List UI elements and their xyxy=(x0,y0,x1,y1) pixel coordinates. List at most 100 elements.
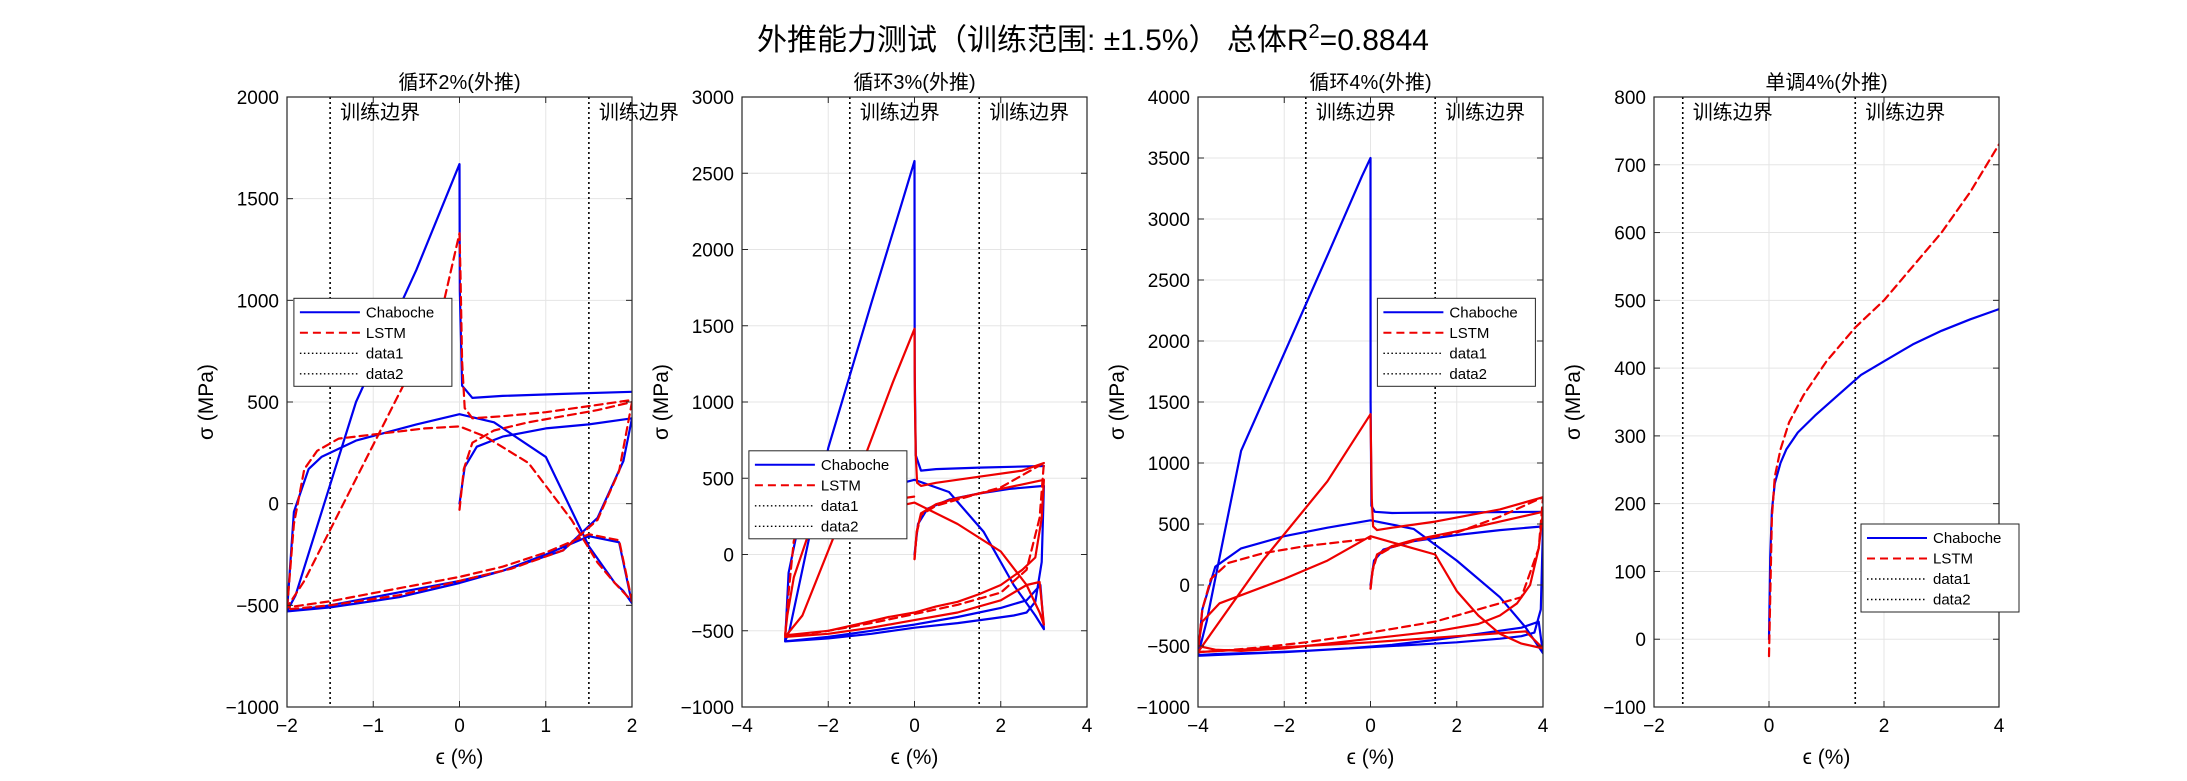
y-tick-label: 0 xyxy=(268,495,279,516)
legend: Chaboche LSTM data1 data2 xyxy=(1376,297,1536,387)
legend-entry-data1: data1 xyxy=(821,498,859,515)
y-tick-label: 2000 xyxy=(692,241,734,262)
y-tick-label: 300 xyxy=(1614,427,1646,448)
x-axis-label: ϵ (%) xyxy=(891,746,939,769)
y-tick-label: −500 xyxy=(236,596,279,617)
y-tick-label: 400 xyxy=(1614,359,1646,380)
y-tick-label: −100 xyxy=(1603,698,1646,719)
y-axis-label: σ (MPa) xyxy=(195,364,218,440)
y-tick-label: 500 xyxy=(1158,515,1190,536)
legend-entry-chaboche: Chaboche xyxy=(1933,530,2001,547)
y-tick-label: 1500 xyxy=(692,317,734,338)
training-boundary-label: 训练边界 xyxy=(599,101,679,124)
series-line-chaboche xyxy=(1198,156,1543,657)
subplot-title: 单调4%(外推) xyxy=(1765,71,1887,94)
x-tick-label: −4 xyxy=(1187,716,1209,737)
y-tick-label: 0 xyxy=(1179,576,1190,597)
training-boundary-label: 训练边界 xyxy=(1693,101,1773,124)
axes-frame xyxy=(1653,96,2000,708)
y-tick-label: −1000 xyxy=(226,698,279,719)
y-tick-label: 1000 xyxy=(237,291,279,312)
legend-entry-chaboche: Chaboche xyxy=(366,304,434,321)
subplot-title: 循环3%(外推) xyxy=(853,71,975,94)
y-tick-label: 1500 xyxy=(237,190,279,211)
y-tick-label: 3000 xyxy=(692,88,734,109)
y-tick-label: −1000 xyxy=(1137,698,1190,719)
x-tick-label: −2 xyxy=(817,716,839,737)
series-line-chaboche xyxy=(1767,308,1999,641)
x-axis-label: ϵ (%) xyxy=(1803,746,1851,769)
series-group xyxy=(1767,143,1999,658)
legend-entry-data1: data1 xyxy=(1933,571,1971,588)
x-tick-label: 4 xyxy=(1538,716,1549,737)
y-axis-label: σ (MPa) xyxy=(1562,364,1585,440)
y-tick-label: 1000 xyxy=(692,393,734,414)
legend-entry-data2: data2 xyxy=(821,518,859,535)
x-tick-label: 4 xyxy=(1082,716,1093,737)
subplot-4: 训练边界 训练边界 −2 0 2 4 −100 0 100 200 300 400 500 600 700 8… xyxy=(1562,71,2020,769)
y-axis-label: σ (MPa) xyxy=(650,364,673,440)
legend-entry-data2: data2 xyxy=(366,366,404,383)
x-tick-label: 2 xyxy=(1879,716,1890,737)
x-tick-label: −1 xyxy=(362,716,384,737)
legend-entry-lstm: LSTM xyxy=(366,325,406,342)
x-tick-label: −2 xyxy=(276,716,298,737)
series-group xyxy=(1198,156,1543,657)
legend-entry-chaboche: Chaboche xyxy=(1449,304,1517,321)
x-tick-label: 4 xyxy=(1994,716,2005,737)
legend-entry-data2: data2 xyxy=(1449,366,1487,383)
x-tick-label: 0 xyxy=(1764,716,1775,737)
legend-entry-data1: data1 xyxy=(1449,345,1487,362)
y-tick-label: 500 xyxy=(702,469,734,490)
series-line-lstm xyxy=(287,232,632,611)
axes-background xyxy=(1654,97,1999,707)
y-tick-label: 500 xyxy=(247,393,279,414)
x-tick-label: 1 xyxy=(540,716,551,737)
y-tick-label: −1000 xyxy=(681,698,734,719)
x-tick-label: 0 xyxy=(454,716,465,737)
legend: Chaboche LSTM data1 data2 xyxy=(748,450,908,540)
y-tick-label: 2500 xyxy=(1148,271,1190,292)
y-tick-label: 700 xyxy=(1614,156,1646,177)
series-line-chaboche xyxy=(783,159,1046,643)
y-tick-label: 3500 xyxy=(1148,149,1190,170)
x-tick-label: 2 xyxy=(1451,716,1462,737)
x-tick-label: −2 xyxy=(1643,716,1665,737)
subplot-title: 循环4%(外推) xyxy=(1309,71,1431,94)
y-tick-label: 200 xyxy=(1614,495,1646,516)
y-tick-label: 3000 xyxy=(1148,210,1190,231)
legend: Chaboche LSTM data1 data2 xyxy=(293,297,453,387)
legend: Chaboche LSTM data1 data2 xyxy=(1860,523,2020,613)
y-tick-label: 2000 xyxy=(237,88,279,109)
training-boundary-label: 训练边界 xyxy=(340,101,420,124)
y-tick-label: 800 xyxy=(1614,88,1646,109)
figure-title: 外推能力测试（训练范围: ±1.5%） 总体R2=0.8844 xyxy=(757,21,1429,57)
x-axis-label: ϵ (%) xyxy=(1347,746,1395,769)
y-tick-label: 600 xyxy=(1614,224,1646,245)
x-tick-label: −2 xyxy=(1273,716,1295,737)
legend-entry-data2: data2 xyxy=(1933,592,1971,609)
legend-entry-data1: data1 xyxy=(366,345,404,362)
series-line-lstm xyxy=(1767,143,1999,658)
x-tick-label: 2 xyxy=(995,716,1006,737)
y-axis-label: σ (MPa) xyxy=(1106,364,1129,440)
training-boundary-label: 训练边界 xyxy=(1316,101,1396,124)
legend-entry-lstm: LSTM xyxy=(821,477,861,494)
y-tick-label: 2500 xyxy=(692,164,734,185)
legend-entry-lstm: LSTM xyxy=(1933,551,1973,568)
x-tick-label: 0 xyxy=(909,716,920,737)
x-tick-label: −4 xyxy=(731,716,753,737)
subplot-3: 训练边界 训练边界 −4 −2 0 2 4 −1000 −500 0 500 1000 1500 2000… xyxy=(1106,71,1549,769)
x-tick-label: 2 xyxy=(627,716,638,737)
y-tick-label: 2000 xyxy=(1148,332,1190,353)
y-tick-label: 1500 xyxy=(1148,393,1190,414)
y-tick-label: −500 xyxy=(1147,637,1190,658)
training-boundary-label: 训练边界 xyxy=(989,101,1069,124)
subplot-title: 循环2%(外推) xyxy=(398,71,520,94)
subplot-1: 训练边界 训练边界 −2 −1 0 1 2 −1000 −500 0 500 1000 1500 2000… xyxy=(195,71,679,769)
subplot-2: 训练边界 训练边界 −4 −2 0 2 4 −1000 −500 0 500 1000 1500 2000… xyxy=(650,71,1093,769)
training-boundary-label: 训练边界 xyxy=(1865,101,1945,124)
series-line-lstm xyxy=(1198,413,1543,654)
legend-entry-chaboche: Chaboche xyxy=(821,457,889,474)
